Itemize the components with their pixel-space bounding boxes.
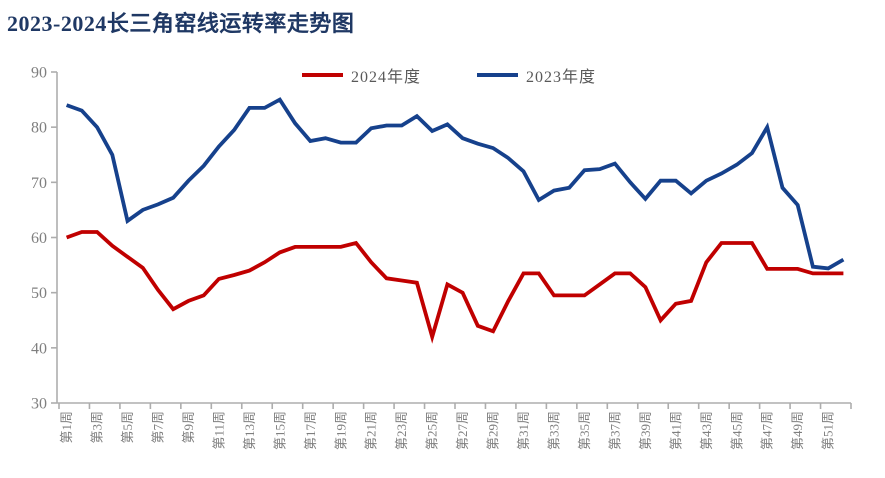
legend-label-2024: 2024年度 <box>351 69 422 86</box>
x-tick-label: 第3周 <box>90 411 105 444</box>
legend-item-2024: 2024年度 <box>302 63 421 87</box>
x-tick-label: 第13周 <box>242 411 257 450</box>
y-tick-label: 50 <box>31 285 47 302</box>
x-tick-label: 第25周 <box>425 411 440 450</box>
x-tick-label: 第29周 <box>486 411 501 450</box>
legend-line-2024-icon <box>302 73 343 77</box>
y-tick-label: 60 <box>31 230 47 247</box>
x-tick-label: 第1周 <box>59 411 74 444</box>
series-line-2023 <box>65 97 845 271</box>
x-tick-label: 第47周 <box>760 411 775 450</box>
x-tick-label: 第49周 <box>790 411 805 450</box>
x-tick-label: 第43周 <box>699 411 714 450</box>
legend: 2024年度 2023年度 <box>302 63 596 87</box>
x-tick-label: 第27周 <box>455 411 470 450</box>
x-tick-label: 第35周 <box>577 411 592 450</box>
y-tick-label: 40 <box>31 340 47 357</box>
x-tick-label: 第37周 <box>607 411 622 450</box>
x-tick-label: 第31周 <box>516 411 531 450</box>
x-tick-label: 第33周 <box>547 411 562 450</box>
legend-label-2023: 2023年度 <box>526 69 597 86</box>
x-tick-label: 第15周 <box>272 411 287 450</box>
x-tick-label: 第17周 <box>303 411 318 450</box>
x-tick-label: 第23周 <box>394 411 409 450</box>
x-axis-labels: 第1周 第3周 第5周 第7周 第9周 第11周 第13周 第15周 第17周 第19周 第21周第… <box>59 411 836 450</box>
axes <box>56 72 851 404</box>
x-tick-label: 第21周 <box>364 411 379 450</box>
y-tick-label: 80 <box>31 120 47 137</box>
x-tick-label: 第7周 <box>151 411 166 444</box>
x-tick-label: 第41周 <box>668 411 683 450</box>
series-line-2024 <box>65 230 844 344</box>
x-tick-label: 第11周 <box>211 411 226 450</box>
x-tick-label: 第45周 <box>729 411 744 450</box>
x-tick-label: 第5周 <box>120 411 135 444</box>
legend-line-2023-icon <box>477 73 519 77</box>
x-tick-label: 第9周 <box>181 411 196 444</box>
chart-title: 2023-2024长三角窑线运转率走势图 <box>7 11 355 36</box>
x-axis-ticks <box>58 403 852 409</box>
y-tick-label: 30 <box>31 396 47 413</box>
y-axis-ticks: 30 40 50 60 70 80 90 <box>31 65 57 413</box>
x-tick-label: 第39周 <box>638 411 653 450</box>
x-tick-label: 第51周 <box>821 411 836 450</box>
y-tick-label: 70 <box>31 175 47 192</box>
x-tick-label: 第19周 <box>333 411 348 450</box>
y-tick-label: 90 <box>31 65 47 82</box>
legend-item-2023: 2023年度 <box>477 63 596 87</box>
